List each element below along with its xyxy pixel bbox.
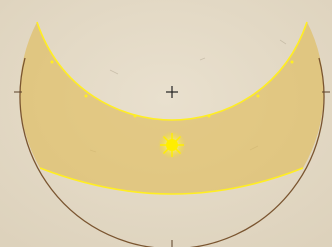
page [0, 0, 332, 247]
sun [158, 131, 186, 159]
sky-dial [0, 0, 332, 247]
